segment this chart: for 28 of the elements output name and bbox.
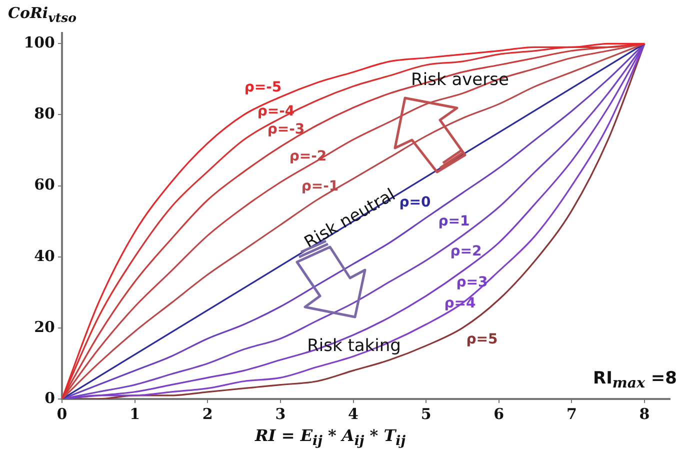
series-label: ρ=-1 (301, 178, 339, 195)
series-label: ρ=3 (456, 274, 488, 291)
series-label: ρ=2 (450, 244, 482, 260)
x-tick-label: 3 (275, 404, 286, 423)
series-label: ρ=-2 (289, 148, 327, 165)
x-tick-label: 4 (348, 404, 358, 423)
series-label: ρ=1 (438, 214, 470, 230)
x-tick-label: 1 (130, 404, 140, 423)
x-tick-label: 2 (202, 404, 213, 423)
series-label: ρ=-3 (267, 122, 305, 138)
y-tick-label: 0 (44, 388, 55, 407)
y-tick-label: 80 (34, 104, 55, 123)
x-tick-label: 0 (56, 404, 68, 423)
annotation: RI$_{max}$ =8 (592, 368, 678, 392)
series-label: ρ=-5 (244, 80, 282, 96)
series-label: ρ=0 (399, 194, 431, 211)
x-axis-title: RI = E$_{ij}$ * A$_{ij}$ * T$_{ij}$ (255, 426, 406, 450)
series-label: ρ=-4 (257, 104, 295, 120)
y-tick-label: 20 (34, 318, 55, 336)
x-tick-label: 5 (420, 404, 432, 423)
y-axis-title: CoRi$_{vtso}$ (8, 4, 77, 25)
y-tick-label: 60 (34, 176, 55, 194)
x-tick-label: 7 (566, 404, 577, 423)
y-tick-label: 40 (34, 246, 55, 265)
x-tick-label: 8 (639, 404, 650, 423)
y-tick-label: 100 (24, 34, 55, 52)
series-label: ρ=5 (466, 332, 498, 348)
x-tick-label: 6 (494, 404, 504, 423)
